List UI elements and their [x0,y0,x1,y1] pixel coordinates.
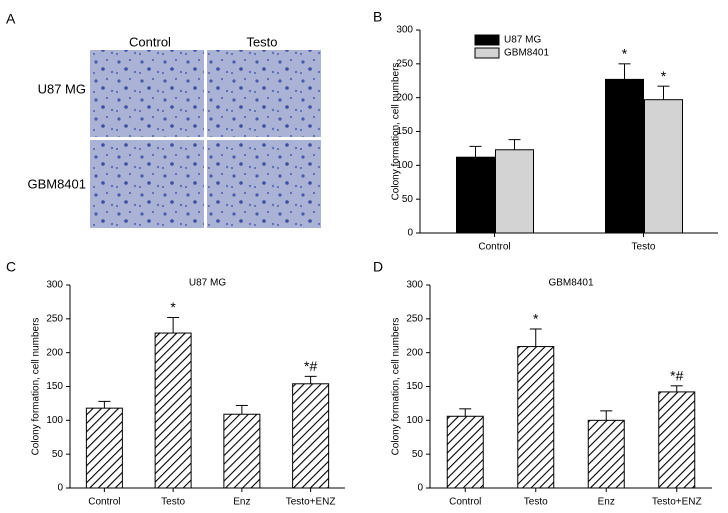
panel-label: B [373,9,382,25]
y-axis-label: Colony formation, cell numbers [391,318,402,456]
y-tick-label: 200 [406,347,423,358]
y-tick-label: 250 [406,313,423,324]
significance-label: * [170,299,176,315]
bar [605,78,644,234]
x-tick-label: Testo [161,497,185,508]
chart: C U87 MG Colony formation, cell numbers 0 50… [6,259,345,508]
legend-swatch [474,47,500,59]
y-tick-label: 200 [396,92,413,103]
y-tick-label: 150 [46,381,63,392]
x-tick-label: Testo [632,242,656,253]
y-tick-label: 100 [406,415,423,426]
x-tick-label: Control [449,497,481,508]
y-tick-label: 200 [46,347,63,358]
column-label: Testo [246,34,277,49]
y-tick-label: 0 [57,483,63,494]
panel-label: A [6,11,16,27]
bar [495,149,534,234]
y-tick-label: 100 [46,415,63,426]
significance-label: *# [304,358,317,374]
y-tick-label: 300 [46,280,63,291]
chart: D GBM8401 Colony formation, cell numbers 0 5… [373,259,712,508]
y-tick-label: 250 [46,313,63,324]
bar [292,383,330,489]
x-tick-label: Testo+ENZ [652,497,702,508]
significance-label: * [622,46,628,62]
bar [456,156,495,234]
bar [517,346,555,489]
row-label: GBM8401 [27,176,86,191]
y-tick-label: 250 [396,58,413,69]
column-label: Control [129,34,171,49]
bar [154,332,192,489]
y-axis-label: Colony formation, cell numbers [391,63,402,201]
significance-label: * [661,68,667,84]
bar [223,413,261,489]
legend-label: U87 MG [504,35,541,46]
micrograph [90,50,204,137]
bar [658,391,696,489]
chart-title: GBM8401 [548,278,593,289]
y-tick-label: 0 [407,228,413,239]
x-tick-label: Enz [598,497,615,508]
chart: B Colony formation, cell numbers 0 50 100 150… [373,9,718,253]
legend-label: GBM8401 [504,48,549,59]
y-tick-label: 50 [402,194,414,205]
significance-label: *# [670,368,683,384]
y-tick-label: 150 [406,381,423,392]
x-tick-label: Testo+ENZ [286,497,336,508]
y-tick-label: 100 [396,160,413,171]
y-tick-label: 300 [406,280,423,291]
bar [644,99,683,234]
y-tick-label: 150 [396,126,413,137]
panel-a: A Control Testo U87 MG GBM8401 [6,11,321,228]
y-tick-label: 50 [412,449,424,460]
significance-label: * [533,311,539,327]
x-tick-label: Control [478,242,510,253]
x-tick-label: Control [88,497,120,508]
y-tick-label: 0 [417,483,423,494]
micrograph [207,140,321,228]
panel-label: C [6,259,16,275]
legend-swatch [474,34,500,46]
y-axis-label: Colony formation, cell numbers [31,318,42,456]
x-tick-label: Enz [233,497,250,508]
chart-title: U87 MG [189,278,226,289]
bar [85,407,123,489]
panel-label: D [373,259,383,275]
micrograph [207,50,321,137]
row-label: U87 MG [38,81,86,96]
y-tick-label: 50 [52,449,64,460]
x-tick-label: Testo [524,497,548,508]
bar [587,419,625,489]
micrograph [90,140,204,228]
y-tick-label: 300 [396,25,413,36]
bar [446,415,484,489]
